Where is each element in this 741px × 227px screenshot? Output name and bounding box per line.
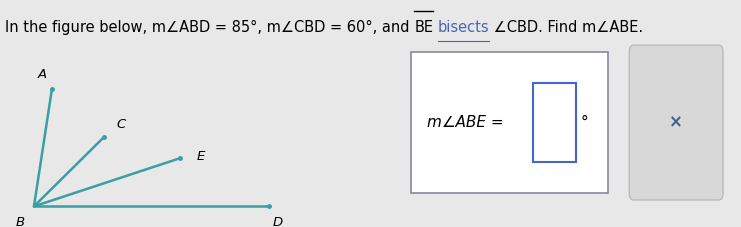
Text: ∠CBD. Find m∠ABE.: ∠CBD. Find m∠ABE. <box>489 20 643 35</box>
Text: m∠ABE =: m∠ABE = <box>427 115 508 130</box>
Text: E: E <box>196 150 205 163</box>
Text: A: A <box>38 68 47 81</box>
FancyBboxPatch shape <box>629 45 723 200</box>
Text: °: ° <box>580 115 588 130</box>
Text: BE: BE <box>414 20 433 35</box>
Text: D: D <box>273 216 283 227</box>
Text: B: B <box>16 216 24 227</box>
Text: ×: × <box>669 114 683 132</box>
Text: bisects: bisects <box>438 20 489 35</box>
Bar <box>533 83 576 162</box>
Text: In the figure below, m∠ABD = 85°, m∠CBD = 60°, and: In the figure below, m∠ABD = 85°, m∠CBD … <box>5 20 414 35</box>
Text: C: C <box>116 118 125 131</box>
